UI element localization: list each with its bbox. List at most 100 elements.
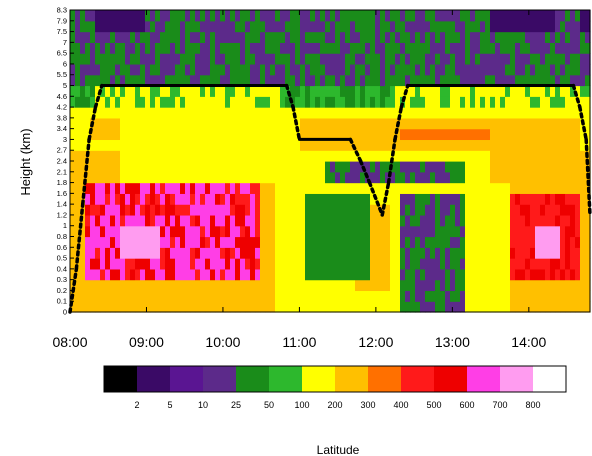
heatmap-cell [185, 290, 191, 302]
heatmap-cell [455, 182, 461, 194]
heatmap-cell [540, 42, 546, 54]
heatmap-cell [180, 63, 186, 76]
heatmap-cell [555, 63, 561, 76]
heatmap-cell [85, 290, 91, 302]
heatmap-cell [340, 53, 346, 65]
heatmap-cell [435, 236, 441, 248]
heatmap-cell [420, 53, 426, 65]
heatmap-cell [520, 63, 526, 76]
heatmap-cell [165, 150, 171, 162]
heatmap-cell [420, 63, 426, 76]
heatmap-cell [195, 42, 201, 54]
heatmap-cell [285, 31, 291, 43]
y-tick-label: 1.6 [57, 189, 67, 198]
heatmap-cell [240, 214, 246, 227]
heatmap-cell [170, 236, 176, 248]
heatmap-cell [450, 139, 456, 151]
heatmap-cell [120, 150, 126, 162]
heatmap-cell [505, 193, 511, 205]
heatmap-cell [120, 225, 126, 238]
heatmap-cell [160, 258, 166, 270]
heatmap-cell [505, 301, 511, 313]
heatmap-cell [305, 204, 311, 216]
heatmap-cell [415, 63, 421, 76]
heatmap-cell [320, 290, 326, 302]
heatmap-cell [440, 225, 446, 238]
heatmap-cell [440, 290, 446, 302]
heatmap-cell [550, 290, 556, 302]
heatmap-cell [90, 128, 96, 141]
heatmap-cell [70, 53, 76, 65]
heatmap-cell [580, 171, 586, 184]
heatmap-cell [420, 279, 426, 292]
heatmap-cell [170, 74, 176, 87]
heatmap-cell [355, 128, 361, 141]
heatmap-cell [165, 182, 171, 194]
heatmap-cell [320, 139, 326, 151]
heatmap-cell [475, 225, 481, 238]
heatmap-cell [435, 214, 441, 227]
heatmap-cell [430, 247, 436, 259]
heatmap-cell [300, 247, 306, 259]
heatmap-cell [495, 20, 501, 33]
heatmap-cell [510, 63, 516, 76]
heatmap-cell [485, 258, 491, 270]
heatmap-cell [490, 171, 496, 184]
heatmap-cell [310, 225, 316, 238]
heatmap-cell [390, 31, 396, 43]
heatmap-cell [135, 258, 141, 270]
heatmap-cell [175, 63, 181, 76]
heatmap-cell [245, 107, 251, 119]
heatmap-cell [455, 74, 461, 87]
heatmap-cell [535, 171, 541, 184]
heatmap-cell [450, 161, 456, 173]
heatmap-cell [95, 63, 101, 76]
heatmap-cell [80, 96, 86, 108]
heatmap-cell [475, 290, 481, 302]
heatmap-cell [200, 128, 206, 141]
heatmap-cell [235, 171, 241, 184]
heatmap-cell [340, 236, 346, 248]
heatmap-cell [520, 161, 526, 173]
heatmap-cell [460, 258, 466, 270]
heatmap-cell [115, 204, 121, 216]
heatmap-cell [110, 63, 116, 76]
heatmap-cell [95, 258, 101, 270]
heatmap-cell [110, 161, 116, 173]
heatmap-cell [155, 225, 161, 238]
heatmap-cell [200, 150, 206, 162]
heatmap-cell [155, 42, 161, 54]
heatmap-cell [550, 63, 556, 76]
heatmap-cell [200, 258, 206, 270]
heatmap-cell [285, 182, 291, 194]
heatmap-cell [545, 150, 551, 162]
heatmap-cell [180, 117, 186, 130]
heatmap-cell [350, 236, 356, 248]
heatmap-cell [420, 161, 426, 173]
heatmap-cell [260, 117, 266, 130]
heatmap-cell [410, 117, 416, 130]
heatmap-cell [90, 31, 96, 43]
heatmap-cell [390, 42, 396, 54]
y-tick-label: 5 [63, 81, 67, 90]
heatmap-cell [545, 63, 551, 76]
heatmap-cell [440, 63, 446, 76]
heatmap-cell [135, 128, 141, 141]
heatmap-cell [360, 96, 366, 108]
heatmap-cell [570, 171, 576, 184]
heatmap-cell [540, 161, 546, 173]
heatmap-cell [390, 74, 396, 87]
heatmap-cell [175, 204, 181, 216]
heatmap-cell [430, 290, 436, 302]
heatmap-cell [305, 214, 311, 227]
heatmap-cell [375, 225, 381, 238]
heatmap-cell [420, 193, 426, 205]
heatmap-cell [320, 225, 326, 238]
heatmap-cell [265, 236, 271, 248]
heatmap-cell [140, 128, 146, 141]
heatmap-cell [495, 258, 501, 270]
heatmap-cell [215, 139, 221, 151]
heatmap-cell [415, 31, 421, 43]
heatmap-cell [205, 290, 211, 302]
heatmap-cell [75, 53, 81, 65]
